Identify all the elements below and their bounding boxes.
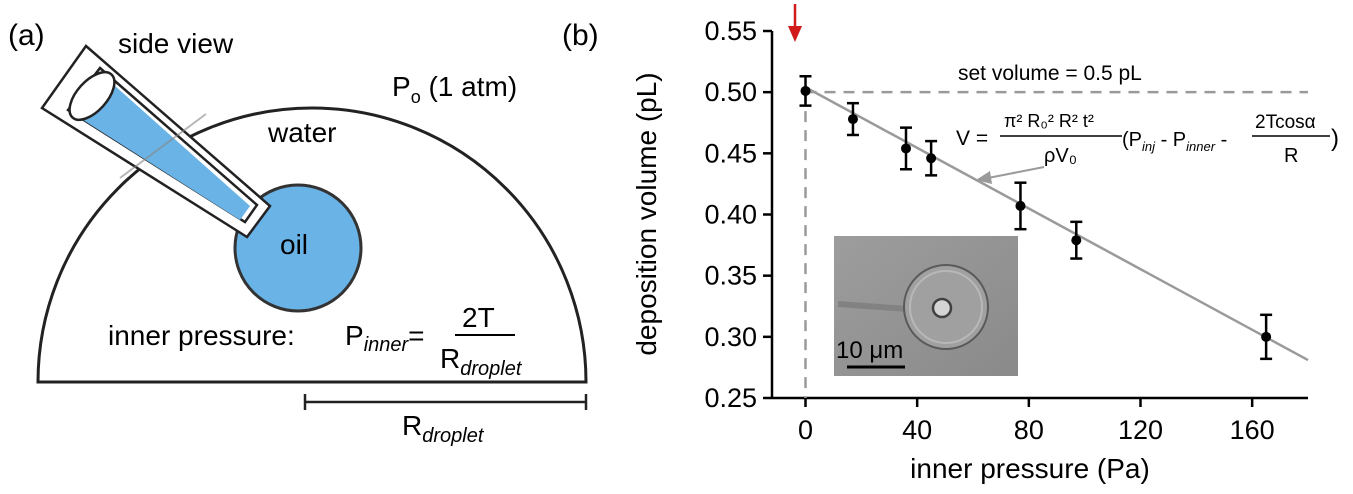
y-axis-label: deposition volume (pL) [631,72,662,355]
y-tick-label: 0.45 [704,138,757,168]
data-point [1015,200,1026,211]
data-point [926,153,937,164]
panel-a-label: (a) [8,19,45,52]
y-tick-label: 0.35 [704,261,757,291]
reference-lines [804,90,1308,398]
formula-lhs: V = [956,127,988,150]
panel-a: (a) side view oil water Po (1 atm) inner… [8,19,588,447]
fit-line-group [804,86,1309,362]
y-tick-label: 0.30 [704,322,757,352]
x-tick-label: 40 [902,415,932,445]
oil-label: oil [280,229,308,260]
formula-denominator: ρV₀ [1044,145,1077,167]
pipette [40,44,272,239]
radius-scale [303,394,588,410]
data-point [847,114,858,125]
formula-close-paren: ) [1331,125,1339,152]
data-point [901,143,911,154]
formula-frac-denominator: R [1284,145,1298,167]
y-tick-label: 0.40 [704,200,757,230]
x-tick-label: 80 [1014,415,1044,445]
y-tick-label: 0.50 [704,77,757,107]
x-tick-label: 120 [1118,415,1163,445]
water-label: water [267,117,336,148]
panel-b: (b) 0.25 0.30 0.35 0.40 0.45 0.50 0.55 0 40 80 12… [562,4,1339,484]
formula-pointer-arrow-icon [976,166,1045,184]
fit-formula: V = π² R₀² R² t² ρV₀ (Pinj - Pinner - 2T… [956,111,1339,167]
inset-micrograph: 10 μm [834,236,1018,376]
x-tick-label: 160 [1230,415,1275,445]
data-points [799,75,1273,361]
data-point [1261,331,1272,342]
panel-b-label: (b) [562,19,599,52]
data-point [1071,235,1082,246]
oil-droplet [233,183,363,313]
y-tick-label: 0.25 [704,383,757,413]
inner-pressure-label: inner pressure: [108,320,295,351]
scale-bar-label: 10 μm [836,337,903,364]
x-axis-label: inner pressure (Pa) [910,453,1150,484]
formula-frac-numerator: 2Tcosα [1255,112,1316,133]
outer-pressure-label: Po (1 atm) [392,71,517,107]
fraction-denominator: Rdroplet [440,343,523,380]
data-point [800,85,811,96]
y-tick-label: 0.55 [704,16,757,46]
y-ticks: 0.25 0.30 0.35 0.40 0.45 0.50 0.55 [704,16,772,413]
red-arrow-icon [788,4,802,42]
fraction-numerator: 2T [462,302,495,333]
set-volume-label: set volume = 0.5 pL [958,62,1142,85]
x-ticks: 0 40 80 120 160 [798,398,1275,445]
radius-label: Rdroplet [402,410,485,447]
p-inner-symbol: Pinner= [345,320,425,356]
formula-pressure-terms: (Pinj - Pinner - [1122,129,1227,154]
side-view-label: side view [118,28,234,59]
x-tick-label: 0 [798,415,813,445]
fit-line [804,86,1309,362]
formula-numerator: π² R₀² R² t² [1004,111,1094,131]
